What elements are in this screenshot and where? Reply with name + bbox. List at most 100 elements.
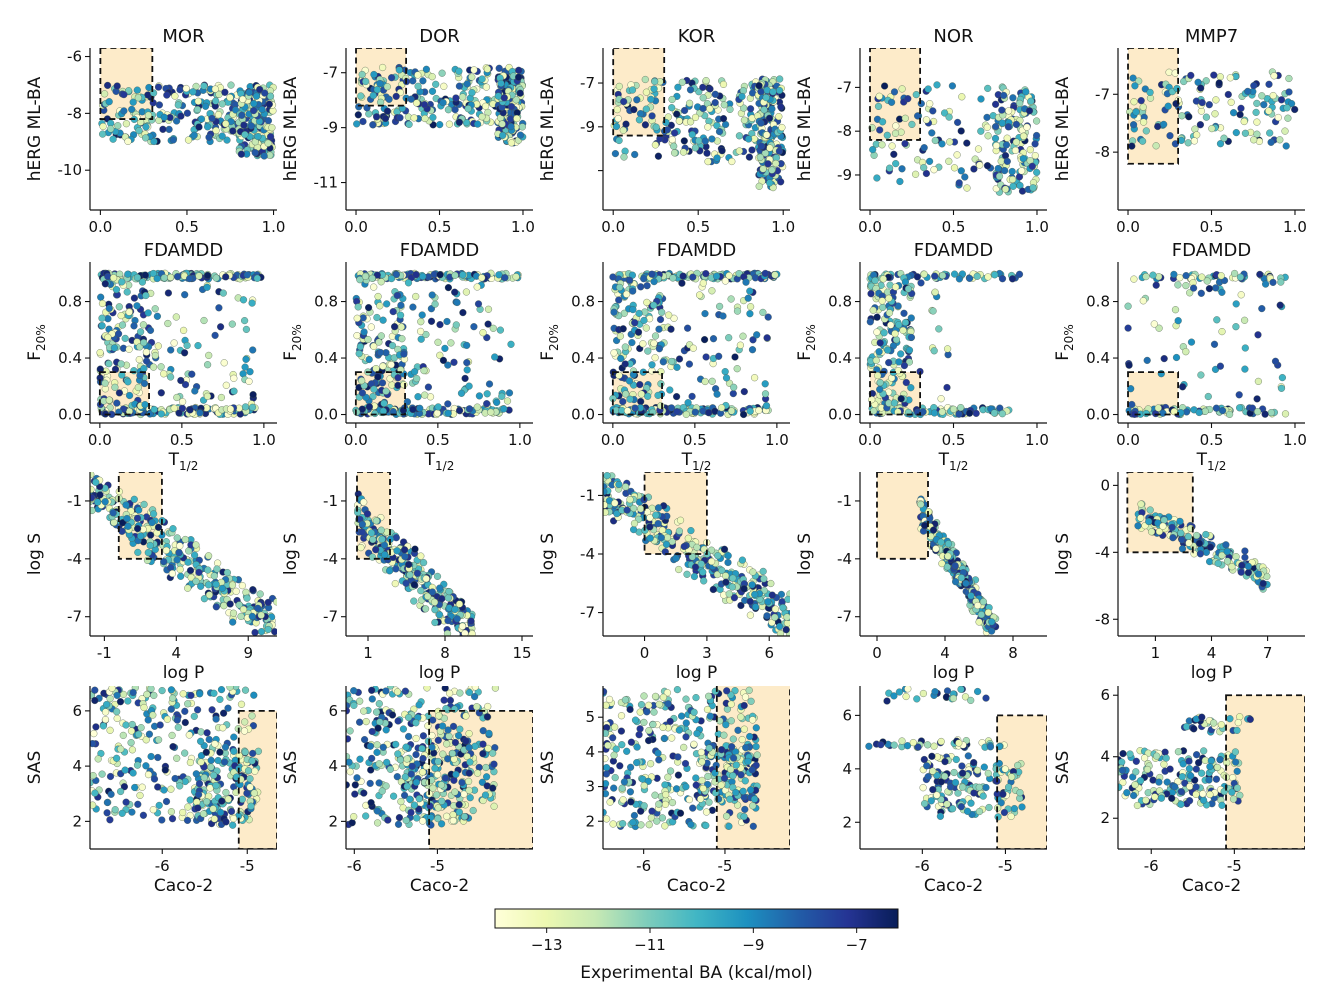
- x-tick-label: 4: [172, 644, 182, 662]
- data-point: [369, 121, 377, 129]
- data-point: [1230, 109, 1238, 117]
- points-mmp7-f20: [1124, 269, 1290, 419]
- data-point: [667, 404, 676, 412]
- data-point: [901, 140, 909, 148]
- data-point: [1130, 98, 1138, 106]
- data-point: [1227, 98, 1235, 106]
- data-point: [963, 184, 971, 192]
- data-point: [974, 145, 983, 153]
- data-point: [1198, 273, 1206, 281]
- data-point: [765, 114, 774, 122]
- data-point: [417, 327, 425, 335]
- data-point: [725, 272, 733, 280]
- x-tick-label: 1.0: [1283, 431, 1307, 449]
- data-point: [239, 605, 248, 613]
- data-point: [1210, 71, 1218, 79]
- data-point: [614, 115, 622, 123]
- data-point: [1202, 77, 1210, 85]
- data-point: [157, 389, 165, 397]
- x-tick-label: 0.0: [344, 431, 368, 449]
- data-point: [220, 359, 228, 367]
- y-tick-label: 0.4: [58, 349, 82, 367]
- data-point: [1173, 84, 1181, 93]
- x-tick-label: 0.5: [1200, 431, 1224, 449]
- data-point: [173, 534, 181, 542]
- data-point: [117, 360, 125, 368]
- data-point: [679, 148, 688, 156]
- data-point: [433, 409, 441, 417]
- data-point: [759, 165, 767, 173]
- y-axis-label: F20%: [281, 324, 304, 360]
- data-point: [99, 130, 107, 138]
- data-point: [674, 83, 682, 91]
- data-point: [701, 336, 709, 344]
- data-point: [701, 137, 709, 145]
- data-point: [202, 102, 210, 110]
- data-point: [126, 391, 134, 400]
- data-point: [373, 86, 381, 94]
- data-point: [512, 273, 520, 281]
- x-tick-label: -1: [97, 644, 112, 662]
- data-point: [261, 89, 269, 97]
- data-point: [466, 642, 473, 649]
- data-point: [735, 147, 743, 155]
- data-point: [241, 363, 249, 371]
- data-point: [500, 405, 508, 413]
- x-tick-label: 0.5: [1200, 218, 1224, 236]
- data-point: [759, 567, 767, 575]
- data-point: [708, 557, 716, 566]
- data-point: [365, 355, 373, 364]
- x-tick-label: 0.0: [601, 431, 625, 449]
- data-point: [926, 157, 934, 165]
- data-point: [937, 395, 945, 403]
- data-point: [705, 409, 713, 417]
- data-point: [370, 342, 378, 350]
- data-point: [1236, 404, 1244, 412]
- data-point: [228, 320, 236, 328]
- data-point: [462, 288, 470, 296]
- data-point: [724, 558, 732, 567]
- data-point: [926, 100, 934, 108]
- data-point: [635, 309, 643, 317]
- data-point: [966, 274, 974, 282]
- data-point: [369, 91, 377, 100]
- data-point: [616, 332, 624, 340]
- data-point: [646, 523, 654, 531]
- data-point: [381, 114, 390, 123]
- data-point: [463, 366, 471, 374]
- data-point: [720, 545, 729, 553]
- data-point: [401, 553, 409, 561]
- y-axis-label: log S: [281, 533, 301, 575]
- data-point: [400, 350, 408, 358]
- data-point: [137, 328, 145, 336]
- data-point: [725, 590, 733, 598]
- data-point: [998, 106, 1006, 114]
- data-point: [240, 121, 248, 129]
- data-point: [1261, 410, 1269, 418]
- data-point: [436, 271, 444, 279]
- data-point: [241, 131, 249, 139]
- data-point: [409, 405, 417, 414]
- data-point: [1165, 68, 1173, 76]
- data-point: [620, 153, 628, 161]
- data-point: [670, 314, 678, 322]
- data-point: [90, 506, 96, 515]
- data-point: [392, 534, 400, 542]
- data-point: [887, 321, 895, 329]
- data-point: [990, 409, 998, 417]
- data-point: [671, 149, 679, 157]
- data-point: [739, 332, 747, 340]
- data-point: [1216, 73, 1224, 81]
- data-point: [759, 308, 767, 316]
- data-point: [643, 298, 651, 306]
- data-point: [895, 321, 903, 329]
- data-point: [500, 94, 508, 102]
- data-point: [624, 407, 632, 415]
- data-point: [483, 65, 491, 73]
- data-point: [637, 283, 645, 291]
- data-point: [998, 275, 1007, 283]
- data-point: [507, 123, 515, 131]
- data-point: [222, 273, 230, 281]
- data-point: [1001, 167, 1009, 175]
